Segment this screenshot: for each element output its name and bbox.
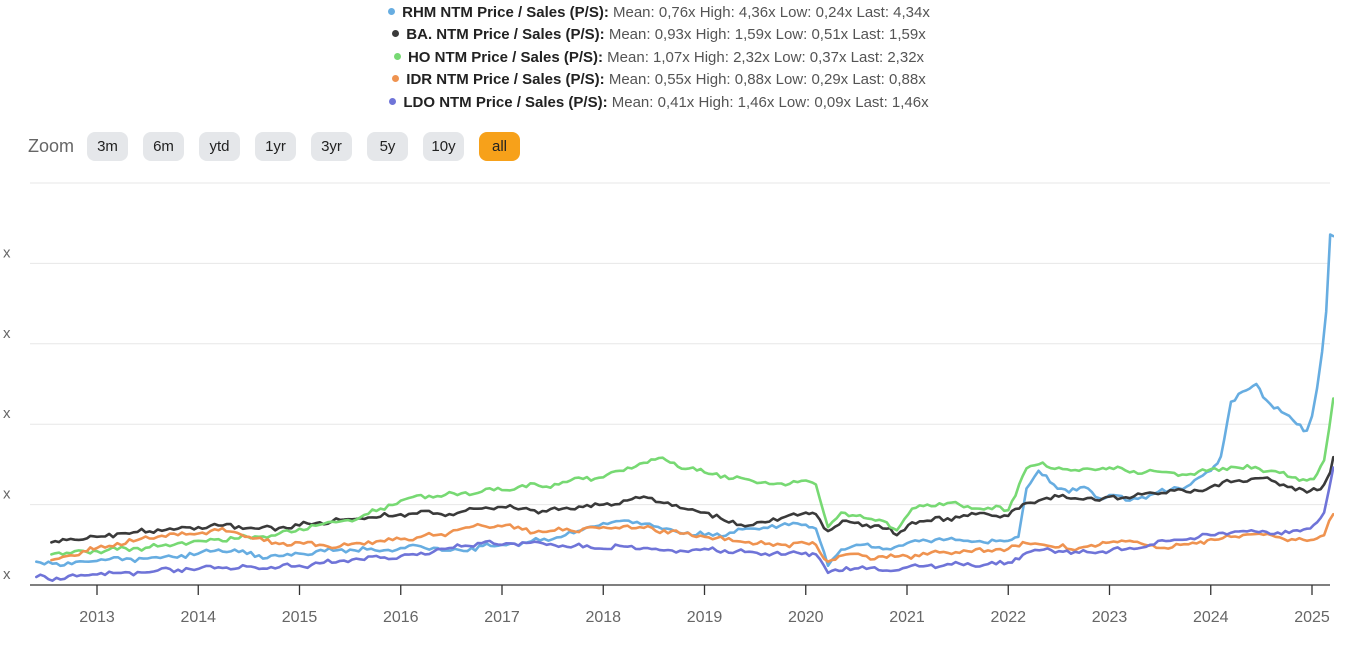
series-stats: Mean: 0,55x High: 0,88x Low: 0,29x Last:…: [608, 71, 926, 89]
legend-item-BA[interactable]: BA. NTM Price / Sales (P/S): Mean: 0,93x…: [0, 24, 1318, 46]
series-color-dot: [392, 30, 400, 38]
series-line-IDR: [50, 512, 1334, 563]
series-line-RHM: [35, 233, 1334, 568]
series-stats: Mean: 0,76x High: 4,36x Low: 0,24x Last:…: [613, 4, 930, 21]
zoom-button-group: 3m 6m ytd 1yr 3yr 5y 10y all: [87, 132, 535, 161]
zoom-button-1yr[interactable]: 1yr: [255, 132, 297, 161]
series-name: RHM NTM Price / Sales (P/S):: [402, 4, 613, 21]
series-color-dot: [388, 8, 396, 15]
y-axis-tick-label: x: [3, 325, 11, 342]
x-axis-year-label: 2014: [180, 609, 216, 626]
x-axis-year-label: 2017: [484, 609, 520, 626]
x-axis-year-label: 2023: [1092, 609, 1128, 626]
x-axis-year-label: 2019: [687, 609, 723, 626]
price-sales-line-chart: x x x x x 2013 2014 2015 2016 2017 2018 2019 2020 202…: [3, 181, 1334, 626]
zoom-button-ytd[interactable]: ytd: [199, 132, 241, 161]
zoom-range-toolbar: Zoom 3m 6m ytd 1yr 3yr 5y 10y all: [28, 132, 535, 161]
zoom-button-10y[interactable]: 10y: [423, 132, 465, 161]
x-axis-year-label: 2024: [1193, 609, 1229, 626]
legend-item-RHM[interactable]: RHM NTM Price / Sales (P/S): Mean: 0,76x…: [0, 2, 1318, 24]
zoom-button-all[interactable]: all: [479, 132, 521, 161]
x-axis-year-label: 2022: [990, 609, 1026, 626]
y-axis-tick-label: x: [3, 486, 11, 503]
series-color-dot: [393, 52, 401, 60]
legend-item-LDO[interactable]: LDO NTM Price / Sales (P/S): Mean: 0,41x…: [0, 92, 1318, 114]
legend-item-IDR[interactable]: IDR NTM Price / Sales (P/S): Mean: 0,55x…: [0, 69, 1318, 91]
x-axis-year-label: 2020: [788, 609, 824, 626]
x-axis-year-label: 2013: [79, 609, 115, 626]
legend-item-HO[interactable]: HO NTM Price / Sales (P/S): Mean: 1,07x …: [0, 47, 1318, 69]
y-axis-tick-label: x: [3, 244, 11, 261]
series-line-LDO: [35, 466, 1334, 582]
series-color-dot: [389, 97, 397, 105]
series-stats: Mean: 0,41x High: 1,46x Low: 0,09x Last:…: [611, 93, 929, 111]
x-axis-year-label: 2016: [383, 609, 419, 626]
series-stats: Mean: 0,93x High: 1,59x Low: 0,51x Last:…: [608, 26, 926, 44]
series-line-HO: [50, 397, 1334, 556]
zoom-button-5y[interactable]: 5y: [367, 132, 409, 161]
series-name: IDR NTM Price / Sales (P/S):: [406, 71, 609, 89]
x-axis-year-label: 2015: [282, 609, 318, 626]
series-color-dot: [392, 75, 400, 83]
zoom-button-3yr[interactable]: 3yr: [311, 132, 353, 161]
series-name: BA. NTM Price / Sales (P/S):: [406, 26, 609, 44]
chart-legend: RHM NTM Price / Sales (P/S): Mean: 0,76x…: [0, 2, 1318, 114]
series-name: HO NTM Price / Sales (P/S):: [407, 48, 608, 66]
x-axis-year-label: 2021: [889, 609, 925, 626]
series-name: LDO NTM Price / Sales (P/S):: [403, 93, 612, 111]
zoom-button-6m[interactable]: 6m: [143, 132, 185, 161]
y-axis-tick-label: x: [3, 405, 11, 422]
plot-area[interactable]: [30, 181, 1330, 585]
zoom-button-3m[interactable]: 3m: [87, 132, 129, 161]
series-line-BA: [50, 455, 1334, 544]
y-axis-tick-label: x: [3, 566, 11, 583]
x-axis-year-label: 2025: [1294, 609, 1330, 626]
x-axis-year-label: 2018: [585, 609, 621, 626]
zoom-label: Zoom: [28, 136, 75, 156]
series-stats: Mean: 1,07x High: 2,32x Low: 0,37x Last:…: [607, 48, 925, 66]
